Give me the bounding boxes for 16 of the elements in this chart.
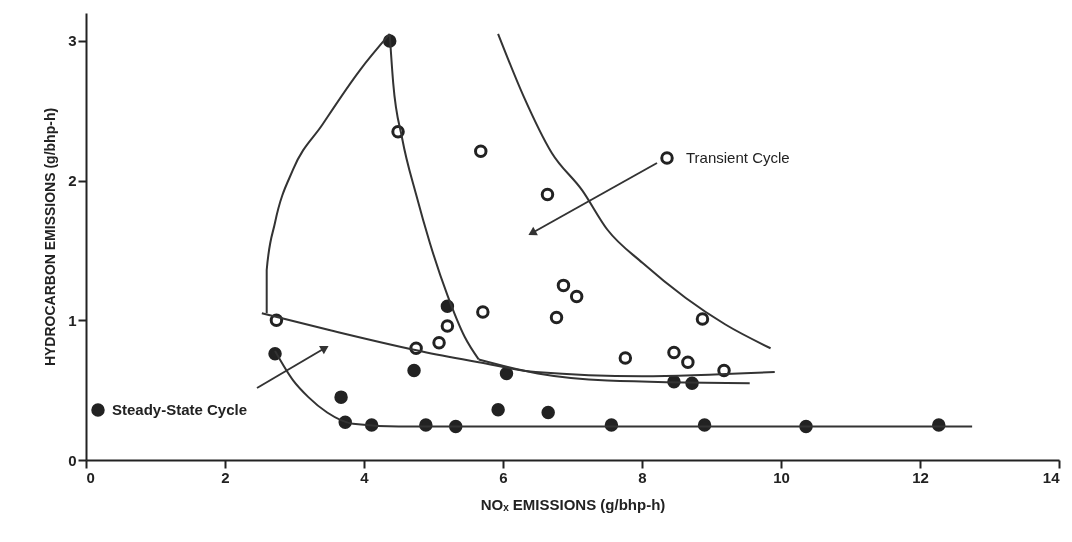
y-tick-label: 1 xyxy=(68,311,77,329)
legend-label: Transient Cycle xyxy=(686,149,790,166)
x-tick-label: 14 xyxy=(1042,468,1061,486)
x-axis-title: NOₓ EMISSIONS (g/bhp-h) xyxy=(480,495,666,513)
x-tick-label: 12 xyxy=(912,468,929,486)
x-tick-label: 10 xyxy=(773,468,790,486)
x-tick-label: 0 xyxy=(86,468,95,486)
y-tick-label: 3 xyxy=(68,32,77,50)
x-tick-label: 2 xyxy=(221,468,230,486)
y-axis-title: HYDROCARBON EMISSIONS (g/bhp-h) xyxy=(42,107,59,367)
x-tick-label: 4 xyxy=(360,468,370,486)
legend-label: Steady-State Cycle xyxy=(112,401,248,418)
y-tick-label: 0 xyxy=(68,451,77,469)
x-tick-label: 8 xyxy=(638,468,647,486)
y-tick-label: 2 xyxy=(68,172,77,190)
x-tick-label: 6 xyxy=(499,468,508,486)
